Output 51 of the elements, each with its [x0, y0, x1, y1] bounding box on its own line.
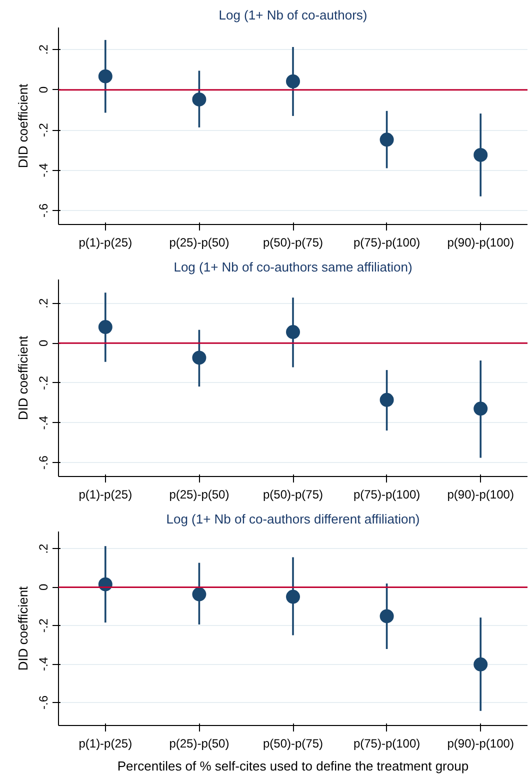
x-tick-label: p(50)-p(75) — [262, 236, 324, 250]
x-tick-label: p(25)-p(50) — [169, 236, 230, 250]
x-tick-label: p(50)-p(75) — [262, 736, 324, 750]
y-axis-title: DID coefficient — [16, 335, 30, 420]
point — [98, 69, 112, 84]
x-tick-label: p(25)-p(50) — [169, 736, 230, 750]
y-tick-label: .2 — [36, 543, 50, 554]
y-tick-label: -.2 — [36, 376, 50, 390]
point — [192, 587, 206, 602]
y-tick-label: 0 — [36, 86, 50, 94]
y-tick-label: -.6 — [36, 203, 50, 218]
x-tick-label: p(25)-p(50) — [169, 488, 230, 502]
x-tick-label: p(90)-p(100) — [447, 236, 514, 250]
y-axis-title: DID coefficient — [16, 83, 30, 168]
chart-title: Log (1+ Nb of co-authors same affiliation) — [174, 260, 412, 274]
x-tick-label: p(1)-p(25) — [78, 236, 132, 250]
x-axis-title: Percentiles of % self-cites used to define the treatment group — [117, 758, 469, 774]
y-tick-label: -.6 — [36, 455, 50, 470]
x-tick-label: p(75)-p(100) — [353, 736, 420, 750]
point — [286, 74, 300, 88]
y-tick-label: 0 — [36, 340, 50, 347]
point — [286, 325, 300, 340]
point — [192, 350, 206, 365]
y-axis-title: DID coefficient — [16, 586, 30, 671]
point — [286, 590, 300, 604]
point — [380, 609, 394, 624]
point — [380, 132, 394, 147]
y-tick-label: -.4 — [36, 415, 50, 430]
y-tick-label: -.2 — [36, 122, 50, 138]
point — [98, 320, 112, 334]
y-tick-label: -.4 — [36, 656, 50, 672]
point — [474, 657, 488, 672]
y-tick-label: .2 — [36, 44, 50, 55]
point — [474, 148, 488, 162]
y-tick-label: .2 — [36, 298, 50, 308]
point — [474, 402, 488, 416]
y-tick-label: -.6 — [36, 695, 50, 710]
x-tick-label: p(75)-p(100) — [353, 488, 420, 502]
x-tick-label: p(90)-p(100) — [447, 736, 514, 750]
y-tick-label: 0 — [36, 584, 50, 591]
y-tick-label: -.2 — [36, 618, 50, 633]
x-tick-label: p(1)-p(25) — [78, 488, 132, 502]
chart-title: Log (1+ Nb of co-authors) — [218, 8, 368, 22]
point — [192, 92, 206, 106]
x-tick-label: p(75)-p(100) — [353, 236, 420, 250]
y-tick-label: -.4 — [36, 162, 50, 178]
chart-title: Log (1+ Nb of co-authors different affiliation) — [166, 512, 420, 526]
x-tick-label: p(1)-p(25) — [78, 736, 132, 750]
x-tick-label: p(50)-p(75) — [262, 488, 324, 502]
x-tick-label: p(90)-p(100) — [447, 488, 514, 502]
point — [380, 392, 394, 407]
